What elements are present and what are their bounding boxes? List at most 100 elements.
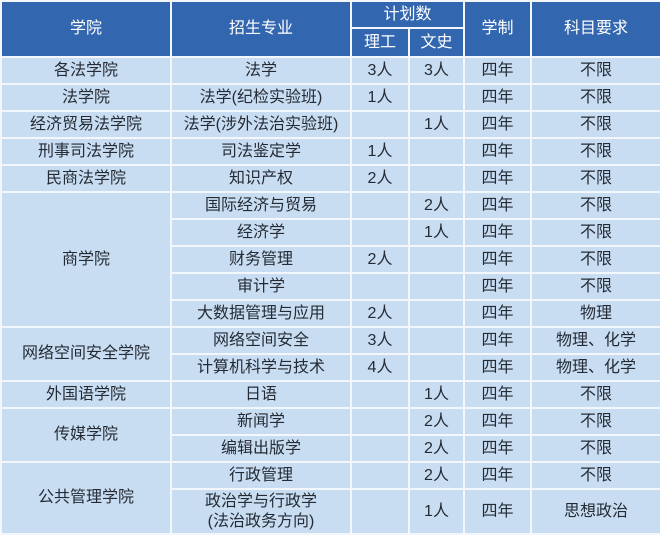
header-row-sub: 理工 文史 [1,27,660,58]
table-row: 政治学与行政学 (法治政务方向) 1人 四年 思想政治 [1,488,660,535]
plan-lib-cell [407,272,466,301]
major-cell: 司法鉴定学 [170,137,352,166]
duration-cell: 四年 [463,218,533,247]
plan-sci-cell [350,110,410,139]
plan-sci-header: 理工 [350,27,410,58]
table-row: 民商法学院 知识产权 2人 四年 不限 [0,164,660,193]
plan-lib-cell [407,353,466,382]
duration-cell: 四年 [463,245,533,274]
major-cell: 行政管理 [170,461,352,490]
subjects-cell: 不限 [530,191,660,220]
major-cell: 网络空间安全 [170,326,352,355]
duration-cell: 四年 [463,488,533,535]
duration-cell: 四年 [463,353,533,382]
table-row: 大数据管理与应用 2人 四年 物理 [1,299,660,328]
major-cell: 计算机科学与技术 [170,353,352,382]
major-cell: 财务管理 [170,245,352,274]
major-cell: 编辑出版学 [170,434,352,463]
subjects-cell: 思想政治 [530,488,660,535]
duration-cell: 四年 [463,407,533,436]
plan-sci-cell [350,218,410,247]
plan-header: 计划数 [349,0,466,29]
duration-cell: 四年 [463,191,533,220]
table-row: 经济贸易法学院 法学(涉外法治实验班) 1人 四年 不限 [0,110,660,139]
plan-lib-header: 文史 [407,27,466,58]
plan-lib-cell: 2人 [407,461,466,490]
table-row: 网络空间安全学院 网络空间安全 3人 四年 物理、化学 [0,326,660,382]
subjects-cell: 不限 [530,272,660,301]
plan-sci-cell: 3人 [350,326,410,355]
college-cell: 外国语学院 [0,380,172,409]
table-row: 外国语学院 日语 1人 四年 不限 [0,380,660,409]
subjects-cell: 物理、化学 [530,326,660,355]
subjects-cell: 不限 [530,110,660,139]
plan-sci-cell: 4人 [350,353,410,382]
plan-lib-cell [407,299,466,328]
college-header: 学院 [0,0,172,58]
subjects-cell: 不限 [530,56,660,85]
plan-lib-cell [407,245,466,274]
major-cell: 审计学 [170,272,352,301]
table-row: 商学院 国际经济与贸易 2人 四年 不限 [0,191,660,328]
subjects-cell: 不限 [530,245,660,274]
subjects-cell: 物理、化学 [530,353,660,382]
subjects-cell: 不限 [530,380,660,409]
plan-lib-cell: 1人 [407,218,466,247]
table-row: 计算机科学与技术 4人 四年 物理、化学 [1,353,660,382]
major-cell: 知识产权 [170,164,352,193]
plan-sci-cell [350,407,410,436]
major-line-2: (法治政务方向) [207,512,315,530]
major-cell: 新闻学 [170,407,352,436]
plan-lib-cell [407,326,466,355]
plan-lib-cell [407,164,466,193]
major-line-1: 政治学与行政学 [204,492,317,510]
college-cell: 刑事司法学院 [0,137,172,166]
plan-sci-cell [350,488,410,535]
college-cell: 法学院 [0,83,172,112]
plan-lib-cell: 2人 [407,407,466,436]
plan-sci-cell: 1人 [350,137,410,166]
plan-lib-cell: 1人 [407,110,466,139]
table-row: 经济学 1人 四年 不限 [1,218,660,247]
subjects-cell: 不限 [530,164,660,193]
duration-cell: 四年 [463,137,533,166]
subjects-cell: 不限 [530,83,660,112]
table-row: 法学院 法学(纪检实验班) 1人 四年 不限 [0,83,660,112]
table-row: 刑事司法学院 司法鉴定学 1人 四年 不限 [0,137,660,166]
duration-cell: 四年 [463,434,533,463]
plan-sci-cell [350,461,410,490]
major-cell: 法学(纪检实验班) [170,83,352,112]
subjects-cell: 物理 [530,299,660,328]
major-cell: 政治学与行政学 (法治政务方向) [170,488,352,535]
plan-lib-cell: 2人 [407,191,466,220]
plan-sci-cell: 2人 [350,164,410,193]
subjects-header: 科目要求 [530,0,660,58]
table-row: 各法学院 法学 3人 3人 四年 不限 [0,56,660,85]
major-cell: 法学(涉外法治实验班) [170,110,352,139]
table-row: 审计学 四年 不限 [1,272,660,301]
duration-cell: 四年 [463,110,533,139]
major-cell: 国际经济与贸易 [170,191,352,220]
college-cell: 公共管理学院 [0,461,172,535]
plan-lib-cell: 1人 [407,488,466,535]
plan-sci-cell: 2人 [350,245,410,274]
duration-cell: 四年 [463,83,533,112]
plan-sci-cell [350,380,410,409]
subjects-cell: 不限 [530,218,660,247]
plan-lib-cell [407,137,466,166]
header-row-top: 学院 招生专业 计划数 学制 科目要求 [0,0,660,58]
subjects-cell: 不限 [530,461,660,490]
table-body: 各法学院 法学 3人 3人 四年 不限 法学院 法学(纪检实验班) 1人 四年 … [0,56,660,535]
college-cell: 传媒学院 [0,407,172,463]
college-cell: 各法学院 [0,56,172,85]
duration-cell: 四年 [463,56,533,85]
plan-lib-cell: 1人 [407,380,466,409]
subjects-cell: 不限 [530,137,660,166]
table-row: 编辑出版学 2人 四年 不限 [1,434,660,463]
duration-cell: 四年 [463,380,533,409]
duration-cell: 四年 [463,461,533,490]
plan-sci-cell [350,434,410,463]
college-cell: 经济贸易法学院 [0,110,172,139]
duration-cell: 四年 [463,326,533,355]
major-header: 招生专业 [170,0,352,58]
